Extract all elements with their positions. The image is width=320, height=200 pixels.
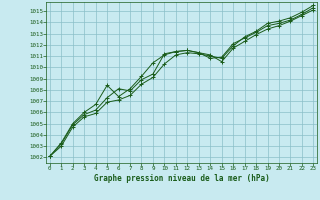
X-axis label: Graphe pression niveau de la mer (hPa): Graphe pression niveau de la mer (hPa)	[94, 174, 269, 183]
